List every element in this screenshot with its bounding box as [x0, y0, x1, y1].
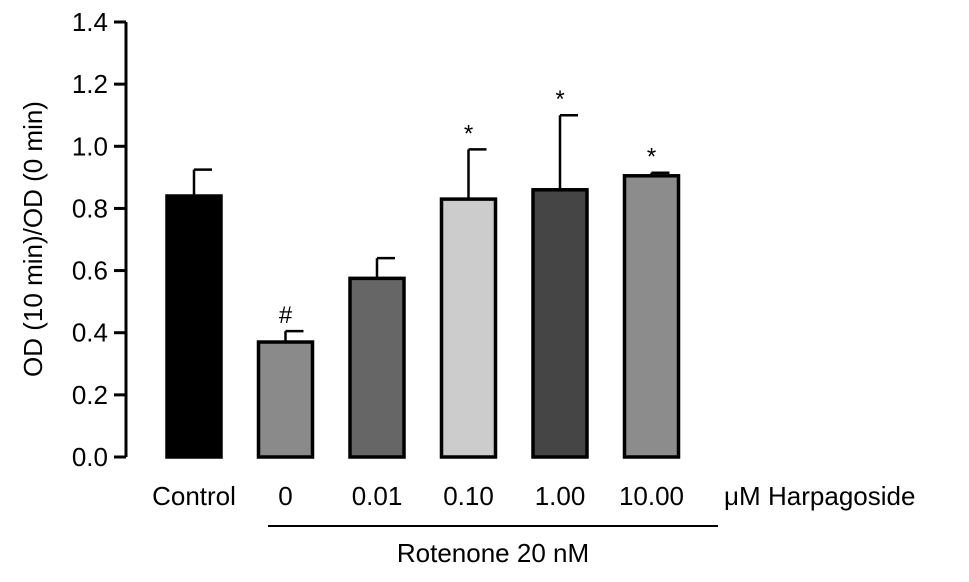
significance-marker: * [464, 120, 473, 147]
y-tick-label: 0.6 [72, 256, 108, 286]
category-label: 0 [278, 481, 292, 511]
bar [622, 174, 681, 459]
significance-marker: * [555, 86, 564, 113]
y-tick-label: 1.4 [72, 7, 108, 37]
y-axis-ticks: 0.0 0.2 0.4 0.6 0.8 1.0 1.2 1.4 [72, 7, 126, 472]
x-axis-labels: Control 0 0.01 0.10 1.00 10.00 [152, 481, 684, 511]
bar [348, 276, 406, 459]
y-tick-label: 0.4 [72, 318, 108, 348]
category-label: Control [152, 481, 236, 511]
category-label: 10.00 [619, 481, 684, 511]
y-tick-label: 0.2 [72, 380, 108, 410]
category-label: 0.10 [443, 481, 494, 511]
y-axis-title: OD (10 min)/OD (0 min) [18, 101, 48, 377]
y-tick-label: 0.0 [72, 442, 108, 472]
significance-marker: # [279, 302, 293, 329]
y-tick-label: 0.8 [72, 193, 108, 223]
bars-group: # * * * [165, 86, 681, 459]
group-label: Rotenone 20 nM [397, 538, 589, 568]
bar [439, 197, 498, 459]
series-label: Harpagoside [768, 481, 915, 511]
bar [165, 194, 223, 459]
category-label: 0.01 [352, 481, 403, 511]
y-tick-label: 1.0 [72, 131, 108, 161]
significance-marker: * [647, 144, 656, 171]
unit-label: μM [724, 481, 761, 511]
bar [531, 188, 589, 459]
y-tick-label: 1.2 [72, 69, 108, 99]
bar [256, 340, 315, 459]
category-label: 1.00 [535, 481, 586, 511]
